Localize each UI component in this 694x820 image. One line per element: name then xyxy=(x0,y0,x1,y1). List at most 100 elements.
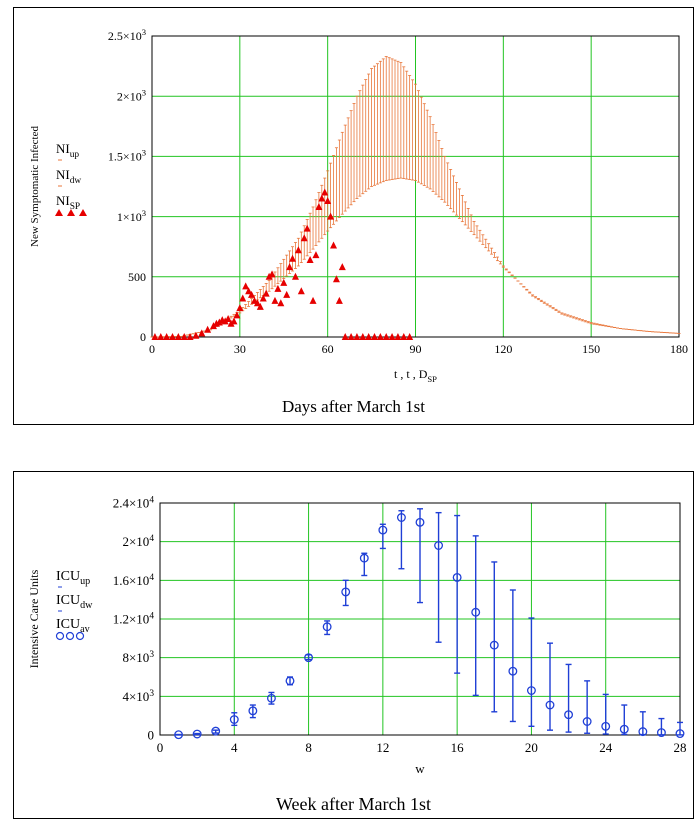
icu-av-point xyxy=(675,729,685,738)
ni-sp-point xyxy=(163,333,171,340)
ni-sp-point xyxy=(259,294,267,302)
plot-frame xyxy=(159,502,681,736)
y-tick-label: 2×104 xyxy=(122,534,154,549)
icu-av-point xyxy=(211,726,221,736)
icu-av-point xyxy=(229,715,239,724)
ni-sp-point xyxy=(236,304,244,312)
plot-frame xyxy=(151,35,680,338)
ni-sp-point xyxy=(253,299,261,307)
icu-av-point xyxy=(174,730,184,740)
ni-sp-point xyxy=(286,263,294,271)
y-tick-label: 1.2×104 xyxy=(113,612,155,627)
ni-sp-point xyxy=(233,311,241,319)
ni-sp-point xyxy=(309,296,317,304)
icu-av-point xyxy=(508,666,518,676)
x-tick-label: 0 xyxy=(149,342,155,356)
ni-sp-point xyxy=(347,333,355,340)
icu-chart-svg: 0 4 8 12 16 20 24 28 0 4×103 8×103 1.2×104 1.6×104 2×… xyxy=(27,496,687,776)
y-tick-label: 4×103 xyxy=(122,689,154,704)
ni-sp-point xyxy=(280,278,288,286)
icu-av-point xyxy=(248,706,258,716)
legend-label: ICUup xyxy=(56,569,90,587)
y-axis-label: New Symptomatic Infected xyxy=(29,126,41,247)
legend-label: ICUdw xyxy=(56,593,93,611)
ni-sp-point xyxy=(297,287,305,295)
icu-av-point xyxy=(545,700,555,710)
legend-label: NIdw xyxy=(56,167,81,186)
ni-sp-point xyxy=(204,325,212,333)
x-tick-label: 12 xyxy=(376,740,389,755)
ni-sp-point xyxy=(341,333,349,340)
ni-sp-point xyxy=(242,282,250,290)
icu-av-point xyxy=(378,525,388,535)
ni-sp-point xyxy=(245,287,253,295)
ni-sp-point xyxy=(394,333,402,340)
y-tick-label: 2.4×104 xyxy=(113,496,155,511)
ni-sp-point xyxy=(289,254,297,262)
icu-av-point xyxy=(359,553,369,563)
ni-sp-point xyxy=(327,212,335,220)
legend-marker-circle xyxy=(75,631,85,641)
y-tick-label: 1.5×103 xyxy=(108,148,146,164)
icu-av-point xyxy=(304,653,314,663)
icu-av-point xyxy=(489,640,499,650)
icu-av-point xyxy=(266,693,276,703)
chart-panel-new-symptomatic-infected: 0 30 60 90 120 150 180 0 500 1×103 1.5×103 2×103 2.5… xyxy=(13,7,694,425)
icu-av-point xyxy=(638,727,648,737)
ni-sp-point xyxy=(338,263,346,271)
ni-sp-point xyxy=(330,241,338,249)
y-axis-label: Intensive Care Units xyxy=(27,569,41,668)
ni-sp-point xyxy=(306,255,314,263)
chart-panel-intensive-care-units: 0 4 8 12 16 20 24 28 0 4×103 8×103 1.2×104 1.6×104 2×… xyxy=(13,471,694,819)
x-axis-label: t , t , DSP xyxy=(394,367,437,384)
chart-caption: Week after March 1st xyxy=(276,794,431,814)
legend-marker-triangle xyxy=(79,209,87,216)
ni-sp-point xyxy=(406,333,414,340)
x-tick-label: 180 xyxy=(670,342,688,356)
legend-marker-triangle xyxy=(55,209,63,216)
x-axis-label: w xyxy=(415,761,425,776)
x-tick-label: 4 xyxy=(231,740,238,755)
y-tick-label: 1×103 xyxy=(117,208,146,224)
ni-sp-point xyxy=(224,314,232,322)
ni-sp-point xyxy=(332,275,340,283)
ni-sp-point xyxy=(268,270,276,278)
ni-sp-point xyxy=(168,333,176,340)
y-tick-label: 500 xyxy=(128,270,146,284)
x-tick-label: 20 xyxy=(525,740,538,755)
icu-av-point xyxy=(396,513,406,522)
ni-sp-point xyxy=(198,329,206,337)
icu-av-point xyxy=(471,607,481,617)
ni-sp-point xyxy=(271,296,279,304)
ni-sp-point xyxy=(262,289,270,297)
x-tick-label: 28 xyxy=(674,740,687,755)
ni-sp-point xyxy=(400,333,408,340)
x-tick-label: 120 xyxy=(494,342,512,356)
icu-av-point xyxy=(434,541,444,550)
icu-av-point xyxy=(564,710,574,720)
ni-sp-point xyxy=(248,290,256,298)
legend-marker-circle xyxy=(55,631,65,641)
ni-sp-point xyxy=(239,294,247,302)
ni-sp-point xyxy=(312,251,320,259)
ni-sp-point xyxy=(174,333,182,340)
ni-sp-point xyxy=(324,196,332,204)
ni-sp-point xyxy=(315,202,323,210)
legend-label: NIup xyxy=(56,141,79,160)
ni-sp-point xyxy=(376,333,384,340)
chart-caption: Days after March 1st xyxy=(281,397,426,416)
ni-sp-point xyxy=(318,194,326,202)
ni-sp-point xyxy=(303,224,311,232)
x-tick-label: 150 xyxy=(582,342,600,356)
icu-av-point xyxy=(452,572,462,582)
icu-av-point xyxy=(192,729,202,739)
y-tick-label: 1.6×104 xyxy=(113,573,155,588)
x-tick-label: 90 xyxy=(410,342,422,356)
icu-av-point xyxy=(656,728,666,738)
ni-sp-point xyxy=(359,333,367,340)
ni-sp-point xyxy=(192,331,200,339)
ni-sp-point xyxy=(335,296,343,304)
infected-chart-svg: 0 30 60 90 120 150 180 0 500 1×103 1.5×103 2×103 2.5… xyxy=(29,27,688,384)
legend-label: ICUav xyxy=(56,617,91,635)
legend-label: NISP xyxy=(56,193,80,212)
